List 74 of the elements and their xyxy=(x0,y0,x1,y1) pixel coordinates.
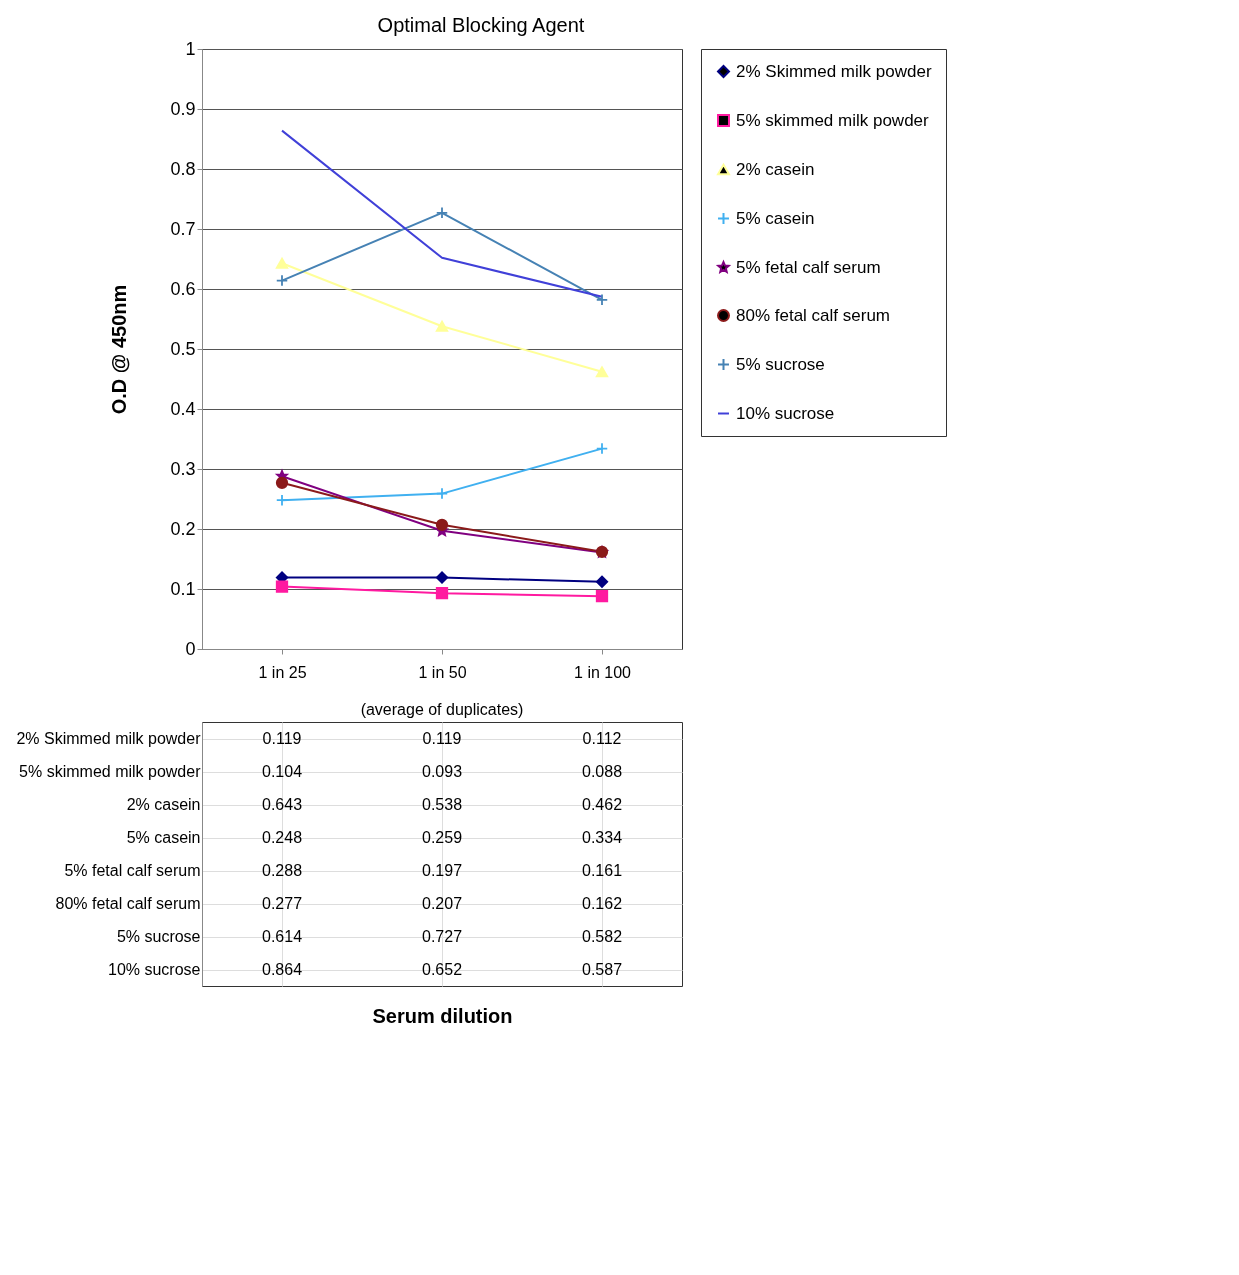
point xyxy=(435,320,449,332)
legend-label: 5% fetal calf serum xyxy=(736,257,881,277)
legend-label: 2% Skimmed milk powder xyxy=(736,61,932,81)
chart-title: Optimal Blocking Agent xyxy=(377,13,585,36)
y-tick-label: 0.4 xyxy=(170,398,196,419)
y-tick-label: 0.1 xyxy=(170,578,196,599)
text: 5% fetal calf serum xyxy=(64,862,201,879)
y-tick-label: 0.8 xyxy=(170,158,196,179)
point xyxy=(595,442,609,455)
data-label: 0.277 xyxy=(261,894,303,912)
data-label: 0.462 xyxy=(581,795,623,813)
y-tick-label: 0.6 xyxy=(170,278,196,299)
point xyxy=(435,487,449,500)
text: 5% skimmed milk powder xyxy=(19,763,201,780)
point xyxy=(595,590,609,603)
point xyxy=(435,587,449,600)
y-tick-label: 0.3 xyxy=(170,458,196,479)
legend-label: 80% fetal calf serum xyxy=(736,305,891,325)
x-tick-label: 1 in 25 xyxy=(258,663,307,681)
point xyxy=(435,571,449,584)
legend-label: 5% skimmed milk powder xyxy=(736,110,930,130)
data-label: 0.248 xyxy=(261,828,303,846)
data-label: 0.112 xyxy=(582,729,622,747)
data-label: 0.093 xyxy=(421,762,463,780)
point xyxy=(275,476,289,489)
point xyxy=(275,257,289,269)
data-label: 0.334 xyxy=(581,828,623,846)
point xyxy=(435,206,449,219)
point xyxy=(275,580,289,593)
text: 2% Skimmed milk powder xyxy=(16,730,201,747)
point xyxy=(435,518,449,531)
legend-label: 5% casein xyxy=(736,208,815,228)
data-label: 0.207 xyxy=(421,894,463,912)
x-tick-label: 1 in 100 xyxy=(574,663,632,681)
text: 5% sucrose xyxy=(116,928,201,945)
data-label: 0.161 xyxy=(581,861,623,879)
y-tick-label: 0.5 xyxy=(170,338,196,359)
point xyxy=(595,575,609,588)
data-label: 0.259 xyxy=(421,828,463,846)
point xyxy=(595,366,609,378)
data-label: 0.587 xyxy=(581,960,623,978)
data-label: 0.104 xyxy=(261,762,303,780)
y-tick-label: 0.9 xyxy=(170,98,196,119)
data-label: 0.197 xyxy=(421,861,463,879)
y-axis-title: O.D @ 450nm xyxy=(108,284,131,415)
y-tick-label: 0 xyxy=(185,638,196,659)
data-label: 0.652 xyxy=(421,960,463,978)
text: 5% casein xyxy=(126,829,201,846)
text: 80% fetal calf serum xyxy=(55,895,201,912)
point xyxy=(595,293,609,306)
data-label: 0.119 xyxy=(422,729,462,747)
text: Serum dilution xyxy=(372,1004,513,1027)
data-label: 0.614 xyxy=(261,927,303,945)
point xyxy=(275,274,289,287)
data-label: 0.288 xyxy=(261,861,303,879)
data-label: 0.864 xyxy=(261,960,303,978)
data-label: 0.582 xyxy=(581,927,623,945)
text: 10% sucrose xyxy=(108,961,201,978)
data-label: 0.538 xyxy=(421,795,463,813)
text: 2% casein xyxy=(126,796,201,813)
text: (average of duplicates) xyxy=(360,701,524,718)
point xyxy=(275,494,289,507)
x-tick-label: 1 in 50 xyxy=(418,663,467,681)
data-label: 0.119 xyxy=(262,729,302,747)
y-tick-label: 0.7 xyxy=(170,218,196,239)
legend-label: 2% casein xyxy=(736,159,815,179)
legend-label: 5% sucrose xyxy=(736,354,825,374)
y-tick-label: 0.2 xyxy=(170,518,196,539)
data-label: 0.643 xyxy=(261,795,303,813)
data-label: 0.727 xyxy=(421,927,463,945)
data-label: 0.088 xyxy=(581,762,623,780)
legend-label: 10% sucrose xyxy=(736,403,835,423)
y-tick-label: 1 xyxy=(185,38,196,59)
data-label: 0.162 xyxy=(581,894,623,912)
